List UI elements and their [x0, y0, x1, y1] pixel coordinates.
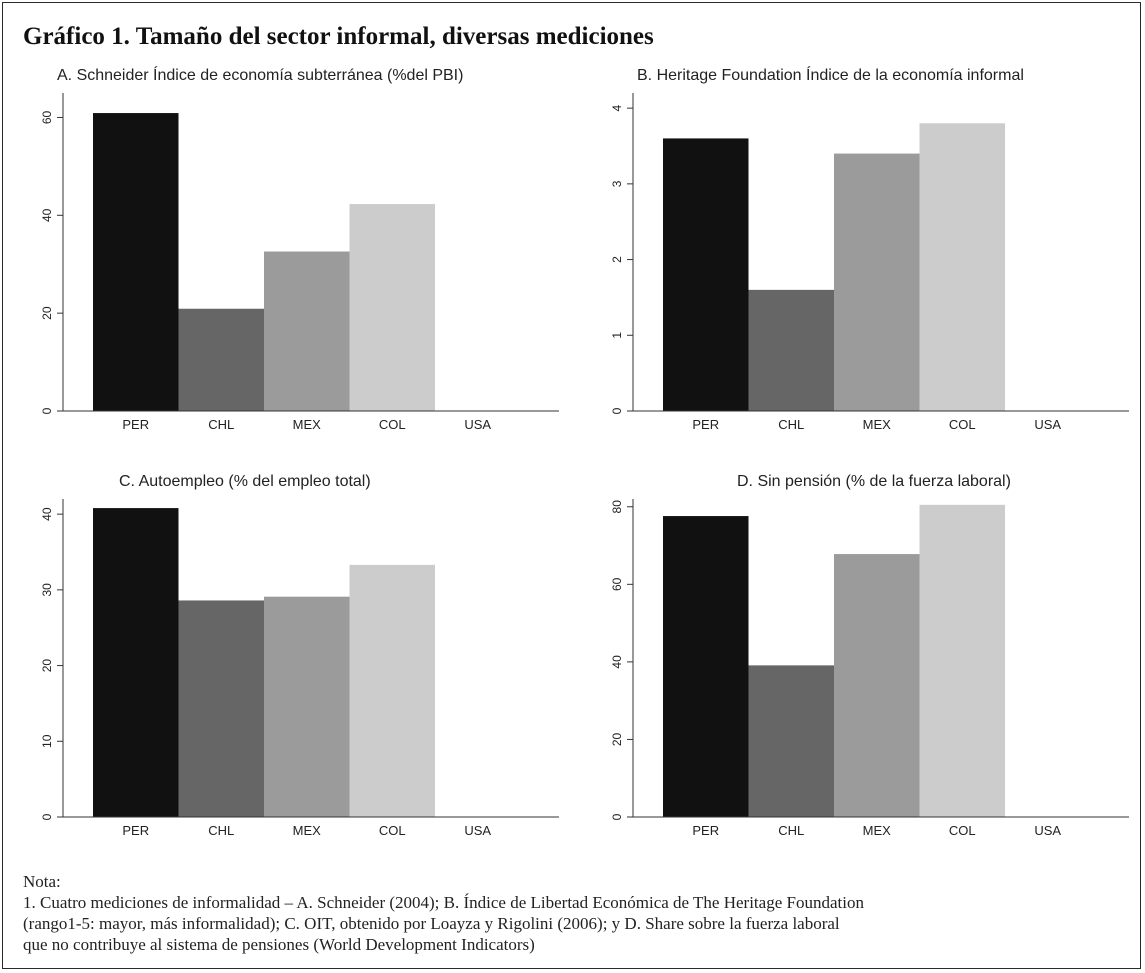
- bar-a-col: [349, 204, 435, 411]
- y-tick-label-d-80: 80: [610, 500, 624, 514]
- chart-svg-c: PER CHL MEX COL USA 0 10 20 30 40: [40, 499, 559, 838]
- bar-c-chl: [178, 600, 264, 817]
- bar-b-usa: [1005, 305, 1091, 411]
- chart-panel-a: A. Schneider Índice de economía subterrá…: [7, 65, 567, 445]
- y-tick-label-b-3: 3: [610, 180, 624, 187]
- x-tick-label-a-mex: MEX: [293, 417, 322, 432]
- chart-panel-c: C. Autoempleo (% del empleo total) PER CH…: [7, 471, 567, 851]
- chart-panel-b: B. Heritage Foundation Índice de la econ…: [577, 65, 1137, 445]
- x-tick-label-c-per: PER: [122, 823, 149, 838]
- y-tick-label-b-4: 4: [610, 104, 624, 111]
- bar-d-col: [919, 504, 1005, 817]
- y-tick-label-c-40: 40: [40, 507, 54, 521]
- x-tick-label-d-usa: USA: [1034, 823, 1061, 838]
- x-tick-label-a-col: COL: [379, 417, 406, 432]
- x-tick-label-a-per: PER: [122, 417, 149, 432]
- chart-title-c: C. Autoempleo (% del empleo total): [119, 473, 371, 490]
- note-line-1: 1. Cuatro mediciones de informalidad – A…: [23, 893, 864, 912]
- y-tick-label-d-40: 40: [610, 655, 624, 669]
- bar-b-mex: [834, 153, 920, 412]
- y-tick-label-c-20: 20: [40, 659, 54, 673]
- bar-c-col: [349, 564, 435, 817]
- y-tick-label-a-60: 60: [40, 110, 54, 124]
- x-tick-label-b-mex: MEX: [863, 417, 892, 432]
- x-tick-label-d-chl: CHL: [778, 823, 804, 838]
- x-tick-label-d-mex: MEX: [863, 823, 892, 838]
- y-tick-label-c-30: 30: [40, 583, 54, 597]
- x-tick-label-d-per: PER: [692, 823, 719, 838]
- bar-b-col: [919, 123, 1005, 412]
- x-tick-label-d-col: COL: [949, 823, 976, 838]
- y-tick-label-a-0: 0: [40, 407, 54, 414]
- x-tick-label-b-usa: USA: [1034, 417, 1061, 432]
- y-tick-label-a-40: 40: [40, 208, 54, 222]
- bar-a-per: [93, 113, 179, 411]
- y-tick-label-b-1: 1: [610, 332, 624, 339]
- chart-svg-a: PER CHL MEX COL USA 0 20 40 60: [40, 93, 559, 432]
- bar-c-usa: [435, 755, 521, 817]
- x-tick-label-c-col: COL: [379, 823, 406, 838]
- x-tick-label-a-chl: CHL: [208, 417, 234, 432]
- bar-d-per: [663, 516, 749, 817]
- bar-d-mex: [834, 554, 920, 817]
- note-line-3: que no contribuye al sistema de pensione…: [23, 935, 535, 954]
- bar-a-mex: [264, 251, 350, 411]
- y-tick-label-d-0: 0: [610, 813, 624, 820]
- bar-a-chl: [178, 308, 264, 411]
- bar-d-chl: [748, 665, 834, 817]
- bar-b-per: [663, 138, 749, 411]
- bar-d-usa: [1005, 787, 1091, 817]
- y-tick-label-b-2: 2: [610, 256, 624, 263]
- y-tick-label-d-20: 20: [610, 732, 624, 746]
- y-tick-label-a-20: 20: [40, 306, 54, 320]
- bar-c-per: [93, 508, 179, 817]
- chart-title-d: D. Sin pensión (% de la fuerza laboral): [737, 473, 1011, 490]
- x-tick-label-c-chl: CHL: [208, 823, 234, 838]
- note-line-2: (rango1-5: mayor, más informalidad); C. …: [23, 914, 840, 933]
- note-heading: Nota:: [23, 872, 61, 891]
- chart-svg-b: PER CHL MEX COL USA 0 1 2 3 4: [610, 93, 1129, 432]
- chart-title-b: B. Heritage Foundation Índice de la econ…: [637, 67, 1024, 84]
- bar-b-chl: [748, 289, 834, 411]
- y-tick-label-b-0: 0: [610, 407, 624, 414]
- x-tick-label-c-mex: MEX: [293, 823, 322, 838]
- bar-a-usa: [435, 369, 521, 411]
- figure-title: Gráfico 1. Tamaño del sector informal, d…: [23, 23, 654, 50]
- x-tick-label-b-per: PER: [692, 417, 719, 432]
- figure-note: Nota: 1. Cuatro mediciones de informalid…: [23, 871, 1143, 955]
- x-tick-label-a-usa: USA: [464, 417, 491, 432]
- bar-c-mex: [264, 596, 350, 817]
- y-tick-label-c-0: 0: [40, 813, 54, 820]
- chart-svg-d: PER CHL MEX COL USA 0 20 40 60 80: [610, 499, 1129, 838]
- chart-title-a: A. Schneider Índice de economía subterrá…: [57, 67, 464, 84]
- y-tick-label-d-60: 60: [610, 577, 624, 591]
- x-tick-label-c-usa: USA: [464, 823, 491, 838]
- x-tick-label-b-chl: CHL: [778, 417, 804, 432]
- x-tick-label-b-col: COL: [949, 417, 976, 432]
- chart-panel-d: D. Sin pensión (% de la fuerza laboral) …: [577, 471, 1137, 851]
- y-tick-label-c-10: 10: [40, 734, 54, 748]
